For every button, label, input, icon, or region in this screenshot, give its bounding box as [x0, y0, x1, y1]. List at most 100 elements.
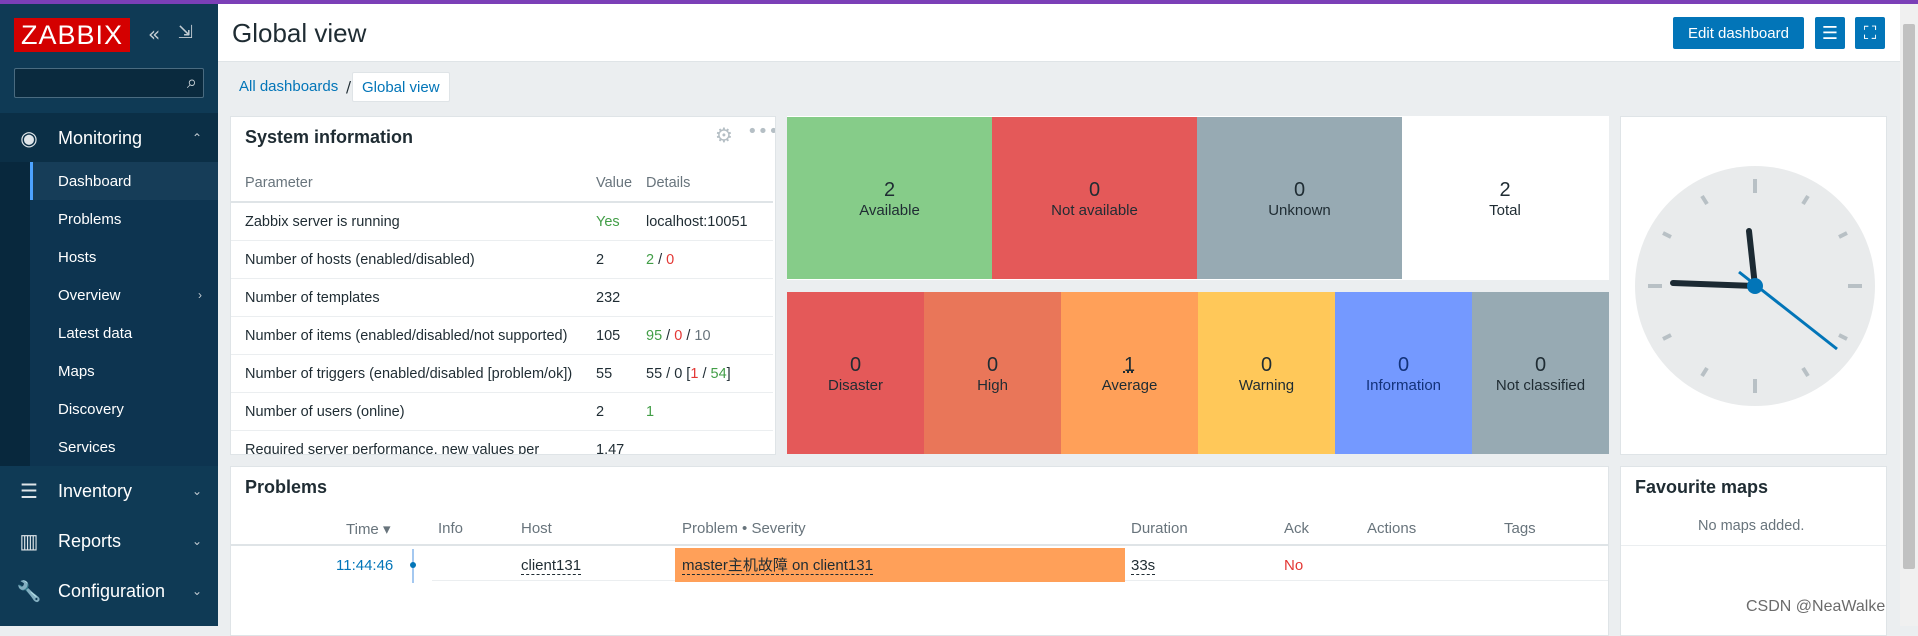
search-icon[interactable]: ⌕ [186, 72, 197, 93]
col-host[interactable]: Host [521, 520, 552, 537]
page-scrollbar[interactable] [1900, 4, 1918, 626]
details-cell: 55 / 0 [1 / 54] [646, 366, 731, 382]
nav-inventory[interactable]: ☰ Inventory ⌄ [0, 466, 218, 516]
enabled-count: 2 [646, 251, 655, 268]
breadcrumb-current[interactable]: Global view [352, 72, 450, 102]
eye-icon: ◉ [20, 127, 38, 150]
value-cell: 232 [596, 289, 621, 306]
value-cell: Yes [596, 213, 620, 230]
sidebar-item-dashboard[interactable]: Dashboard [30, 162, 218, 200]
gear-icon[interactable]: ⚙ [715, 123, 733, 147]
severity-average[interactable]: 1 Average [1061, 292, 1198, 454]
high-label: High [977, 376, 1008, 394]
sidebar-item-overview[interactable]: Overview › [30, 276, 218, 314]
host-availability-not-available[interactable]: 0 Not available [992, 117, 1197, 279]
divider [1621, 545, 1886, 546]
col-info: Info [438, 520, 464, 537]
problem-count: 1 [690, 365, 699, 382]
trigger-counts: 55 / 0 [ [646, 365, 691, 382]
chevron-up-icon: ⌃ [191, 131, 202, 145]
clock-widget [1620, 116, 1887, 455]
widget-scrollbar-thumb[interactable] [775, 157, 776, 419]
severity-information[interactable]: 0 Information [1335, 292, 1472, 454]
table-row: Number of items (enabled/disabled/not su… [231, 317, 773, 355]
param-cell: Number of templates [245, 289, 380, 306]
more-options-icon[interactable]: ••• [747, 121, 776, 142]
zabbix-logo[interactable]: ZABBIX [14, 18, 130, 52]
problem-ack[interactable]: No [1284, 557, 1304, 574]
sidebar-item-maps[interactable]: Maps [30, 352, 218, 390]
information-label: Information [1365, 376, 1442, 394]
page-header: Global view Edit dashboard ☰ ⛶ [218, 4, 1900, 62]
disaster-count: 0 [849, 353, 862, 376]
available-count: 2 [883, 178, 896, 201]
widget-title: Problems [245, 477, 328, 497]
host-availability-total[interactable]: 2 Total [1402, 117, 1608, 279]
favourite-maps-widget: Favourite maps [1620, 466, 1887, 636]
sidebar-item-discovery[interactable]: Discovery [30, 390, 218, 428]
severity-disaster[interactable]: 0 Disaster [787, 292, 924, 454]
value-cell: 1.47 [596, 441, 625, 455]
nav-configuration[interactable]: 🔧 Configuration ⌄ [0, 566, 218, 616]
col-problem-severity[interactable]: Problem • Severity [682, 520, 806, 537]
average-label: Average [1101, 376, 1158, 394]
scrollbar-thumb[interactable] [1903, 24, 1915, 569]
value-cell: 2 [596, 251, 605, 268]
system-information-widget: System information ⚙ ••• Parameter Value… [230, 116, 776, 455]
col-duration: Duration [1131, 520, 1188, 537]
average-count[interactable]: 1 [1123, 353, 1136, 376]
kiosk-mode-icon[interactable]: ⇲ [178, 22, 194, 43]
severity-not-classified[interactable]: 0 Not classified [1472, 292, 1609, 454]
sidebar-item-latest-data[interactable]: Latest data [30, 314, 218, 352]
watermark: CSDN @NeaWalke [1746, 598, 1886, 615]
warning-count: 0 [1260, 353, 1273, 376]
chevron-down-icon: ⌄ [191, 534, 202, 548]
header-details: Details [646, 175, 691, 191]
sidebar-item-hosts[interactable]: Hosts [30, 238, 218, 276]
nav-reports-label: Reports [58, 530, 122, 551]
problem-host[interactable]: client131 [521, 557, 582, 575]
bracket: ] [726, 365, 731, 382]
host-availability-available[interactable]: 2 Available [787, 117, 992, 279]
table-header: Parameter Value Details [231, 165, 773, 203]
separator: / [654, 251, 667, 268]
col-time[interactable]: Time ▾ [346, 521, 391, 538]
information-count: 0 [1397, 353, 1410, 376]
collapse-sidebar-icon[interactable]: « [148, 22, 161, 46]
widget-scrollbar[interactable] [775, 157, 776, 455]
problem-time[interactable]: 11:44:46 [336, 557, 394, 574]
sidebar-item-problems[interactable]: Problems [30, 200, 218, 238]
fullscreen-button[interactable]: ⛶ [1855, 17, 1885, 49]
breadcrumb-all-dashboards[interactable]: All dashboards [239, 78, 339, 95]
unknown-count: 0 [1293, 178, 1306, 201]
problem-duration[interactable]: 33s [1131, 557, 1156, 575]
sidebar-item-services[interactable]: Services [30, 428, 218, 466]
problem-name[interactable]: master主机故障 on client131 [682, 557, 873, 575]
unknown-label: Unknown [1268, 201, 1331, 219]
bar-chart-icon: ▥ [19, 530, 39, 553]
edit-dashboard-button[interactable]: Edit dashboard [1673, 17, 1804, 49]
table-row: Required server performance, new values … [231, 431, 773, 455]
search-input[interactable]: ⌕ [14, 68, 204, 98]
param-cell: Required server performance, new values … [245, 441, 540, 455]
wrench-icon: 🔧 [16, 580, 42, 603]
nav-configuration-label: Configuration [58, 580, 166, 601]
list-icon: ☰ [20, 480, 38, 503]
col-ack: Ack [1284, 520, 1310, 537]
severity-warning[interactable]: 0 Warning [1198, 292, 1335, 454]
not-available-label: Not available [1051, 201, 1138, 219]
table-row: Zabbix server is running Yes localhost:1… [231, 203, 773, 241]
actions-menu-button[interactable]: ☰ [1815, 17, 1845, 49]
param-cell: Number of users (online) [245, 403, 405, 420]
problem-severity-cell [675, 548, 1125, 582]
host-availability-unknown[interactable]: 0 Unknown [1197, 117, 1402, 279]
nav-reports[interactable]: ▥ Reports ⌄ [0, 516, 218, 566]
high-count: 0 [986, 353, 999, 376]
severity-high[interactable]: 0 High [924, 292, 1061, 454]
ok-count: 54 [710, 365, 727, 382]
clock-face [1635, 166, 1875, 406]
no-maps-message: No maps added. [1698, 518, 1805, 534]
separator: / [698, 365, 711, 382]
not-supported-count: 10 [694, 327, 711, 344]
nav-monitoring[interactable]: ◉ Monitoring ⌃ [0, 113, 218, 163]
